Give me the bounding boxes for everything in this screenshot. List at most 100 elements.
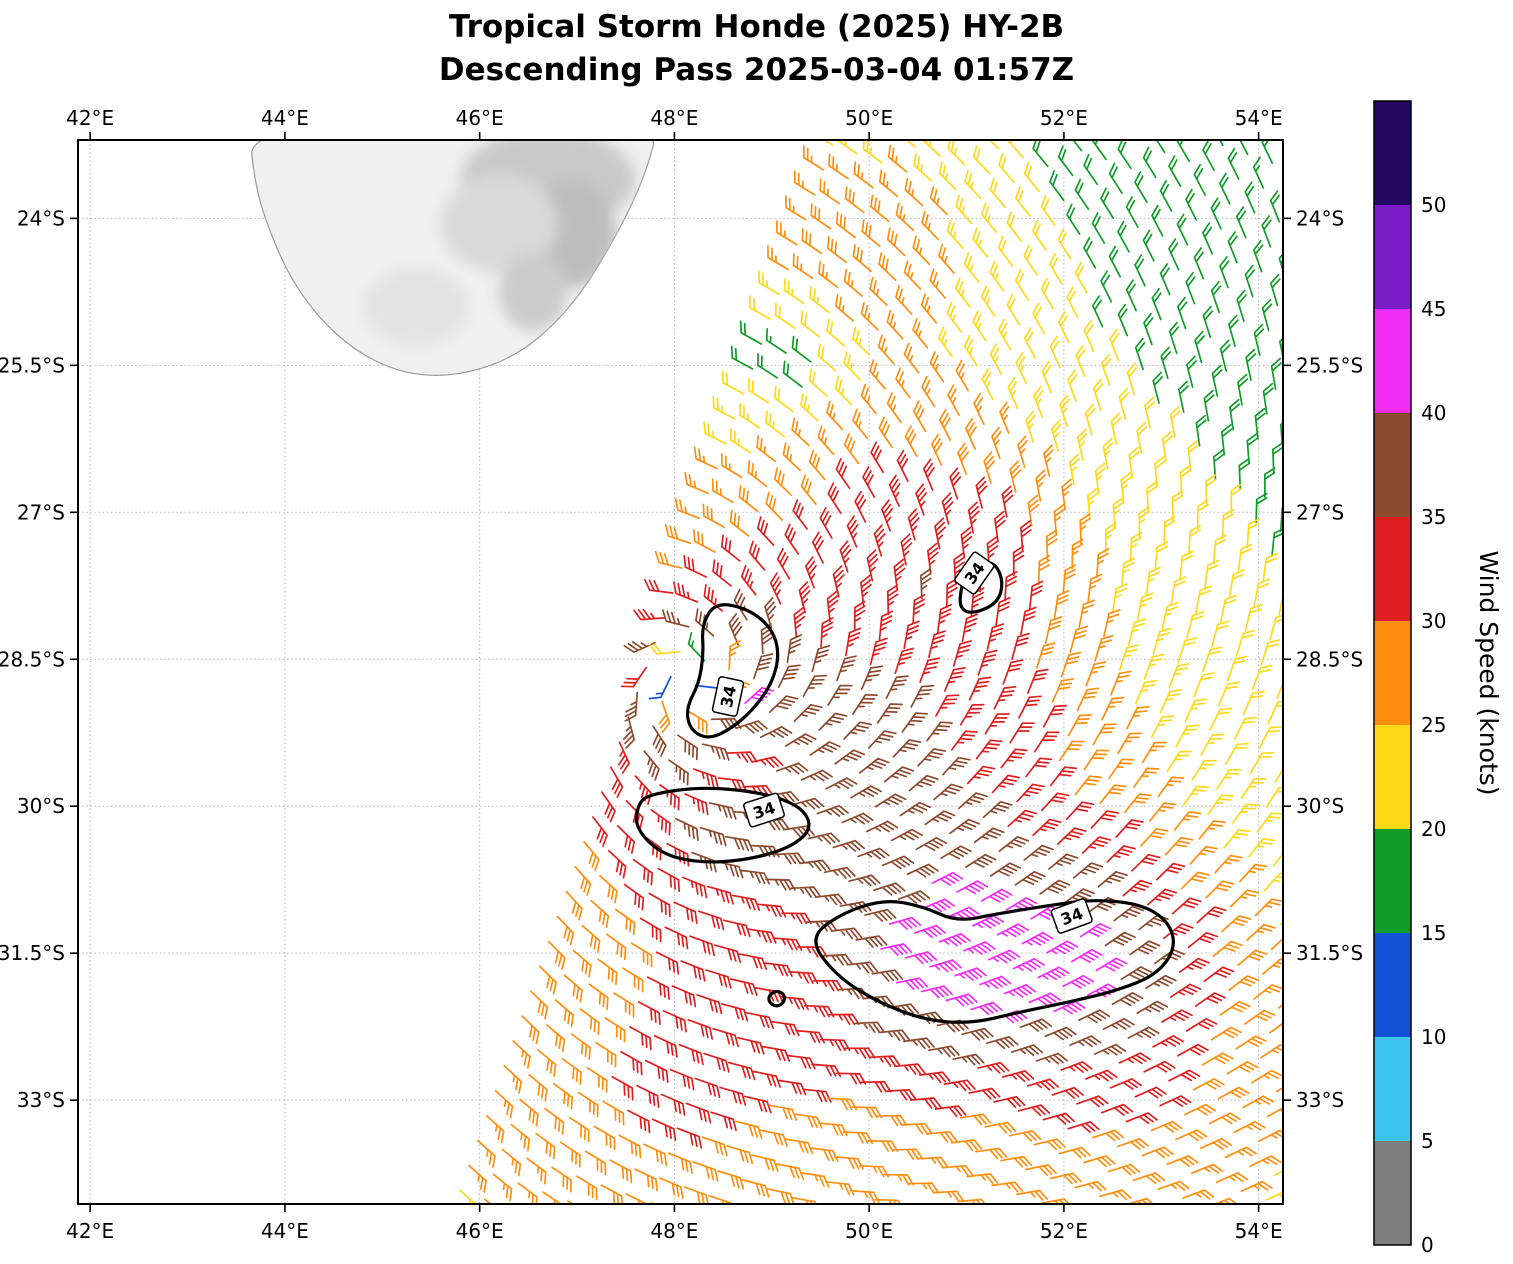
wind-barb	[1235, 1035, 1267, 1050]
wind-barb	[662, 1010, 687, 1033]
wind-barb	[606, 933, 627, 961]
wind-barb	[547, 940, 566, 970]
wind-barb	[910, 1097, 942, 1109]
colorbar-segment	[1374, 517, 1411, 621]
wind-barb	[1154, 949, 1186, 965]
wind-barb	[719, 1086, 747, 1106]
wind-barb	[1159, 179, 1173, 212]
wind-barb	[581, 924, 601, 953]
wind-barb	[730, 428, 752, 454]
wind-barb	[1270, 273, 1281, 307]
wind-barb	[1185, 1017, 1218, 1032]
wind-barb	[653, 1034, 678, 1058]
wind-barb	[1133, 767, 1160, 789]
wind-barb	[720, 1003, 749, 1022]
wind-barb	[991, 426, 1002, 459]
wind-barb	[1195, 585, 1212, 614]
wind-barb	[972, 310, 987, 342]
wind-barb	[949, 818, 981, 835]
wind-barb	[740, 869, 770, 885]
wind-barb	[1233, 1120, 1266, 1134]
wind-barb	[1012, 545, 1025, 577]
wind-barb	[561, 1058, 583, 1085]
wind-barb	[1023, 844, 1054, 861]
wind-barb	[1261, 215, 1272, 248]
tick-label-lon-bottom: 46°E	[456, 1219, 504, 1243]
wind-barb	[1136, 592, 1154, 621]
wind-barb	[1099, 1189, 1132, 1201]
wind-barb	[1134, 679, 1157, 705]
wind-barb	[793, 703, 823, 722]
wind-barb	[667, 1152, 693, 1174]
wind-barb	[712, 1027, 739, 1048]
wind-barb	[792, 499, 808, 530]
wind-barb	[1007, 809, 1038, 828]
wind-barb	[991, 774, 1021, 794]
wind-barb	[637, 1001, 661, 1026]
wind-barb	[648, 643, 681, 655]
wind-barb	[1023, 244, 1038, 276]
wind-barb	[760, 726, 793, 738]
wind-barb	[900, 1209, 929, 1219]
wind-barb	[819, 507, 833, 539]
wind-barb	[904, 951, 938, 965]
wind-barb	[1017, 1104, 1051, 1117]
tick-label-lat-right: 25.5°S	[1296, 353, 1363, 377]
wind-barb	[885, 675, 909, 699]
wind-barb	[726, 751, 758, 763]
wind-barb	[917, 1156, 949, 1168]
wind-barb	[1134, 1086, 1167, 1099]
wind-barb	[1071, 948, 1103, 963]
wind-barb	[1168, 1069, 1201, 1082]
wind-barb	[986, 623, 1005, 652]
wind-barb	[1074, 178, 1090, 211]
wind-barb	[501, 1148, 522, 1177]
wind-barb	[634, 1168, 658, 1192]
wind-barb	[1063, 888, 1095, 904]
wind-barb	[1186, 611, 1205, 639]
tick-label-lat-left: 28.5°S	[0, 647, 65, 671]
wind-barb	[1033, 385, 1044, 419]
wind-barb	[592, 816, 608, 847]
wind-barb	[574, 865, 592, 896]
wind-barb	[1143, 1060, 1176, 1073]
wind-barb	[1236, 289, 1247, 323]
wind-barb	[1110, 412, 1122, 445]
wind-barb	[911, 1011, 944, 1025]
wind-barb	[947, 140, 966, 166]
wind-barb	[802, 1088, 832, 1103]
wind-barb	[818, 712, 848, 731]
wind-barb	[1134, 254, 1146, 287]
wind-barb	[945, 577, 959, 609]
wind-barb	[820, 617, 834, 648]
wind-barb	[1145, 974, 1177, 990]
wind-barb	[727, 1061, 756, 1081]
colorbar-tick-label: 50	[1421, 193, 1446, 217]
wind-barb	[602, 1100, 625, 1126]
wind-barb	[767, 790, 800, 803]
wind-barb	[935, 694, 960, 717]
wind-barb	[1166, 750, 1192, 773]
wind-barb	[743, 1095, 772, 1114]
wind-barb	[745, 1011, 775, 1029]
wind-barb	[1106, 845, 1136, 863]
wind-barb	[630, 942, 653, 968]
wind-barb	[1037, 554, 1051, 586]
wind-barb	[1001, 1070, 1035, 1083]
wind-barb	[977, 649, 998, 676]
wind-barb	[785, 195, 807, 221]
wind-barb	[836, 655, 857, 682]
wind-barb	[1112, 497, 1125, 529]
wind-barb	[1244, 264, 1256, 298]
colorbar-tick-label: 25	[1421, 713, 1446, 737]
wind-barb	[801, 228, 823, 255]
wind-barb	[961, 613, 979, 643]
wind-barb	[1235, 206, 1247, 239]
wind-barb	[545, 1024, 566, 1053]
wind-barb	[758, 270, 780, 296]
wind-barb	[1043, 444, 1054, 477]
wind-barb	[1074, 1180, 1107, 1192]
wind-barb	[1092, 378, 1104, 411]
wind-barb	[772, 937, 803, 951]
wind-barb	[880, 943, 913, 956]
